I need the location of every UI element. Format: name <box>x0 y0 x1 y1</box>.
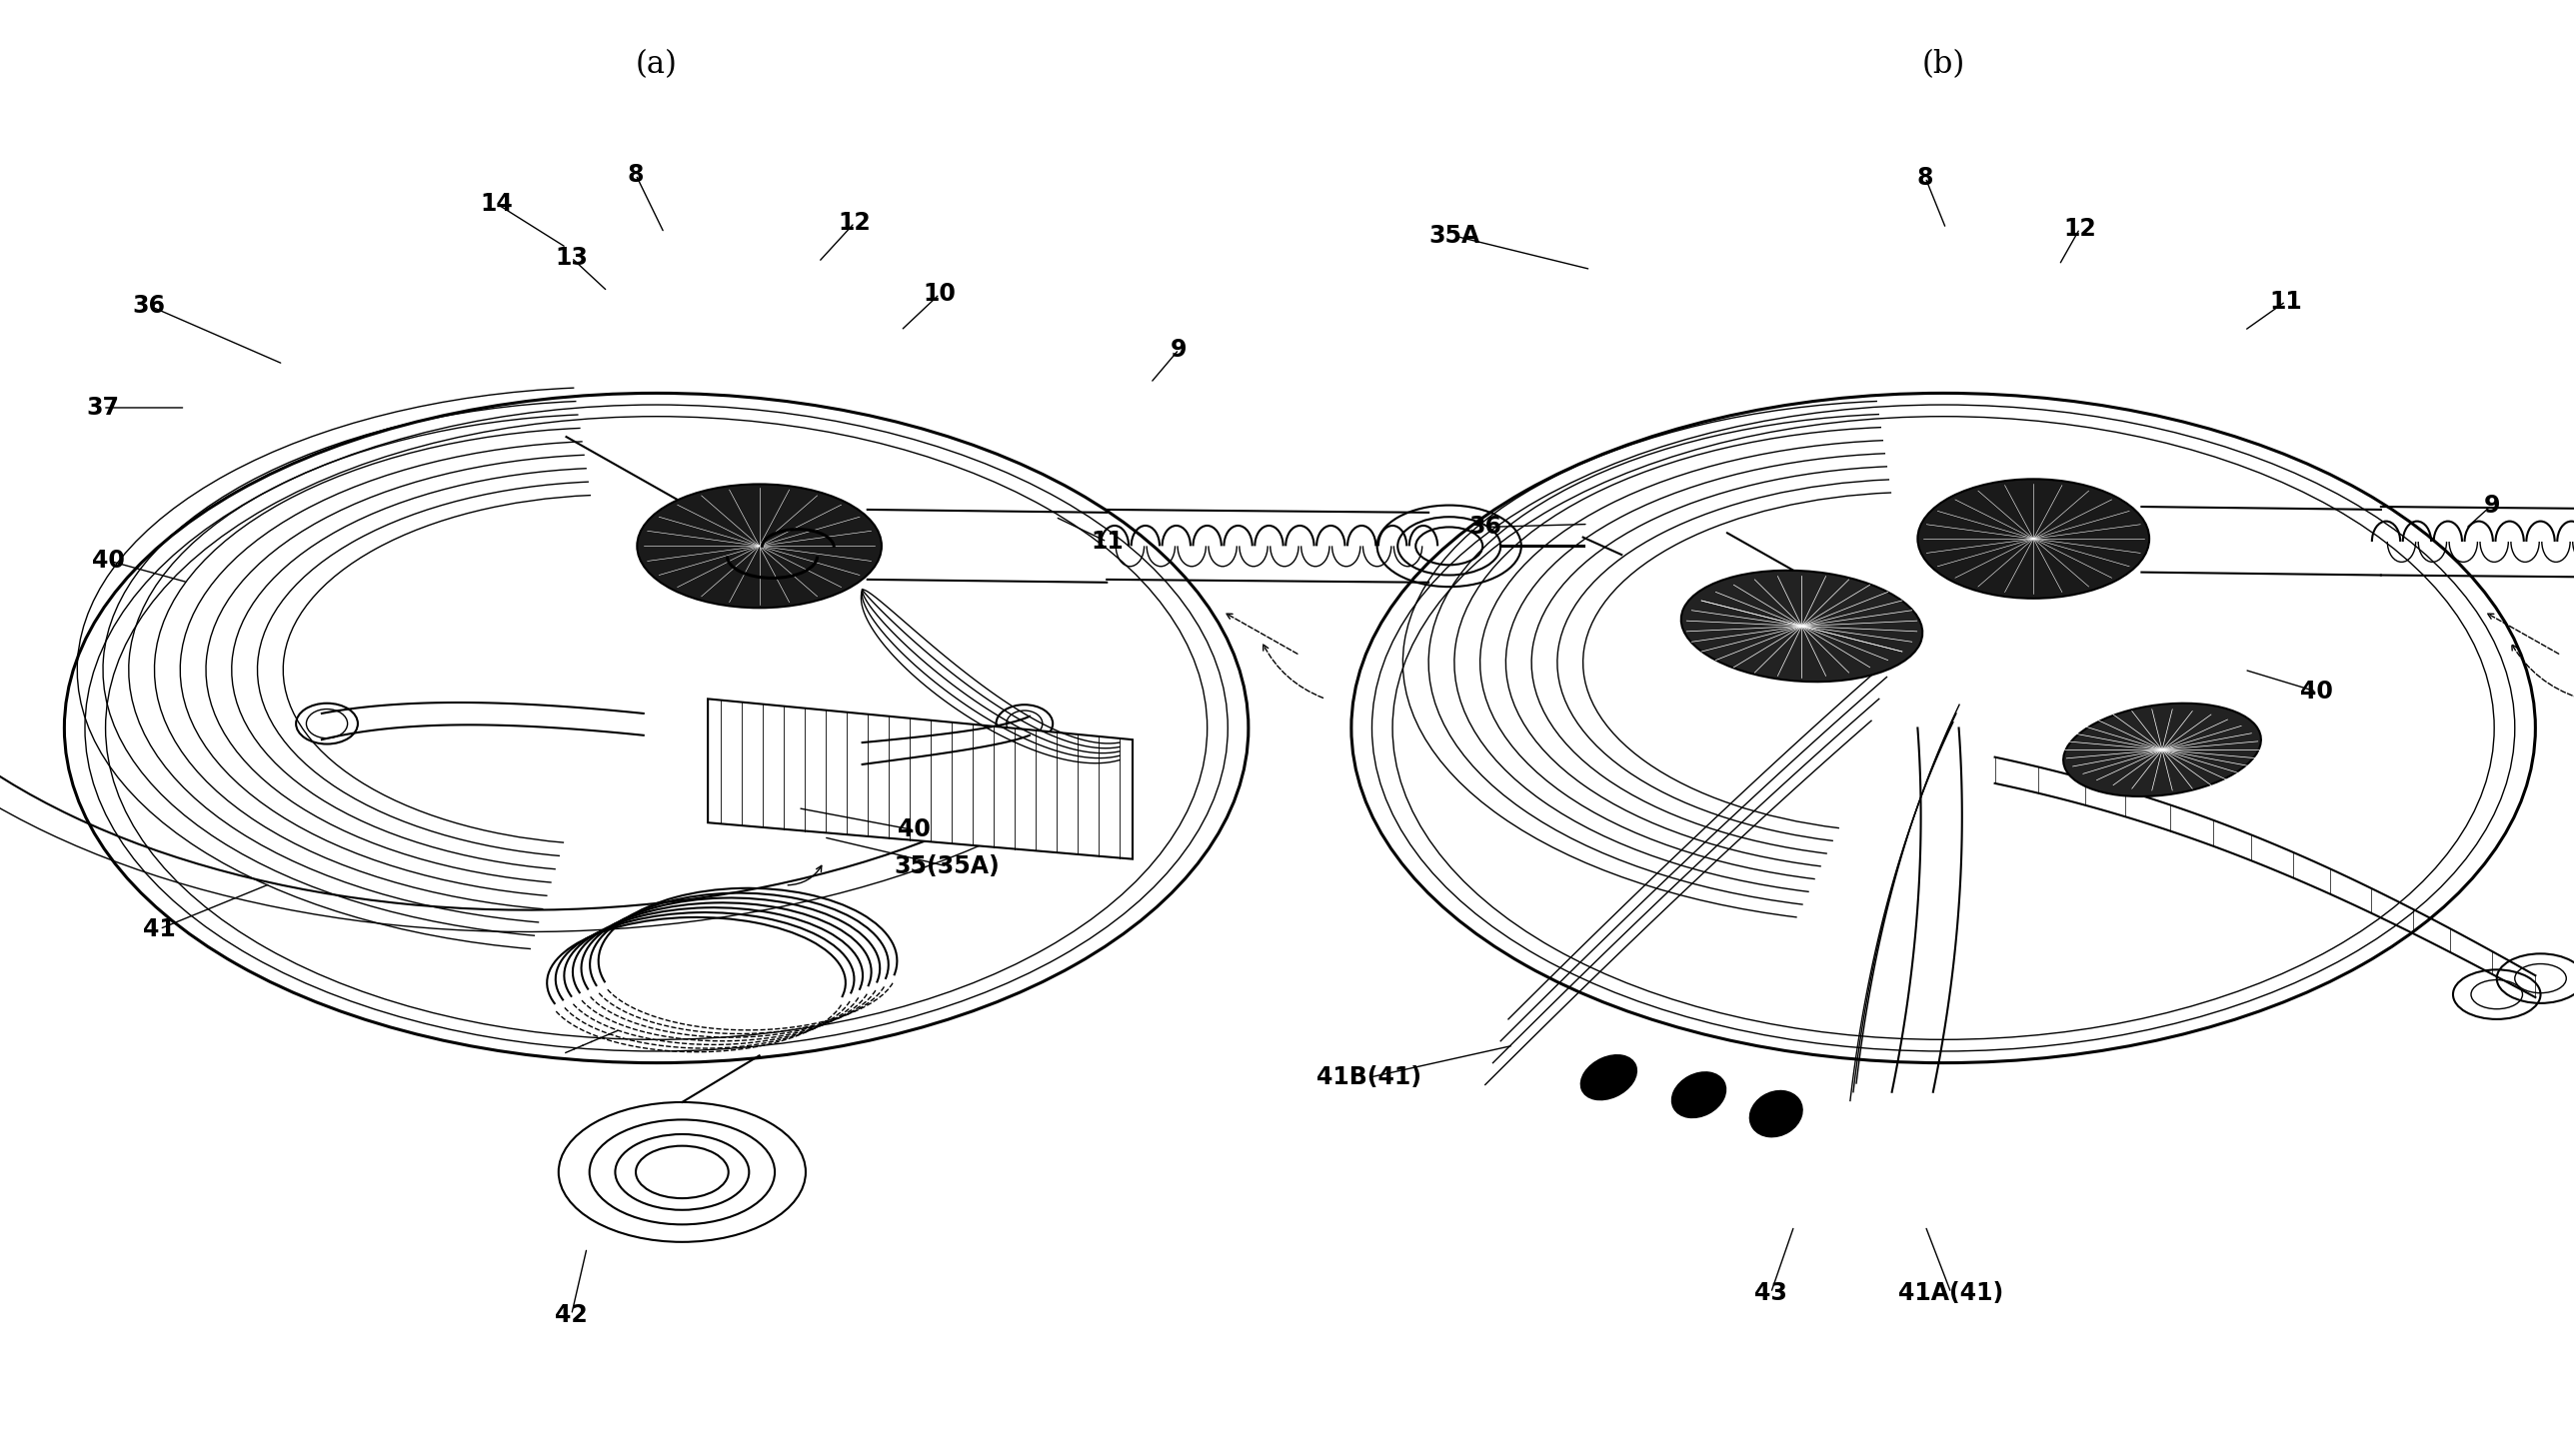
Text: (a): (a) <box>636 48 677 80</box>
Ellipse shape <box>1671 1072 1727 1118</box>
Ellipse shape <box>1681 571 1923 681</box>
Text: 8: 8 <box>1918 166 1933 189</box>
Text: 11: 11 <box>1091 530 1122 553</box>
Text: 9: 9 <box>2484 494 2499 517</box>
Text: 43: 43 <box>1755 1281 1786 1305</box>
Polygon shape <box>708 699 1133 859</box>
Text: 42: 42 <box>556 1303 587 1326</box>
Ellipse shape <box>638 483 880 609</box>
Text: 35A: 35A <box>1429 224 1480 248</box>
Text: 37: 37 <box>88 396 118 419</box>
Ellipse shape <box>1918 479 2149 598</box>
Ellipse shape <box>1750 1091 1802 1137</box>
Text: 14: 14 <box>481 192 512 215</box>
Text: 40: 40 <box>93 549 124 572</box>
Text: 12: 12 <box>839 211 870 234</box>
Text: 41B(41): 41B(41) <box>1318 1066 1421 1089</box>
Text: 36: 36 <box>1470 515 1501 539</box>
Ellipse shape <box>1580 1056 1637 1099</box>
Text: 9: 9 <box>1171 338 1187 361</box>
Text: 41: 41 <box>144 917 175 941</box>
Text: 11: 11 <box>2270 290 2301 313</box>
Text: 12: 12 <box>2064 217 2095 240</box>
Text: 40: 40 <box>898 818 929 842</box>
Text: 10: 10 <box>924 282 955 306</box>
Ellipse shape <box>2064 703 2260 796</box>
Text: 41A(41): 41A(41) <box>1900 1281 2003 1305</box>
Text: 36: 36 <box>134 294 165 317</box>
Text: 40: 40 <box>2301 680 2332 703</box>
Text: 35(35A): 35(35A) <box>893 855 1001 878</box>
Text: (b): (b) <box>1923 48 1964 80</box>
Text: 8: 8 <box>628 163 644 186</box>
Text: 13: 13 <box>556 246 587 269</box>
